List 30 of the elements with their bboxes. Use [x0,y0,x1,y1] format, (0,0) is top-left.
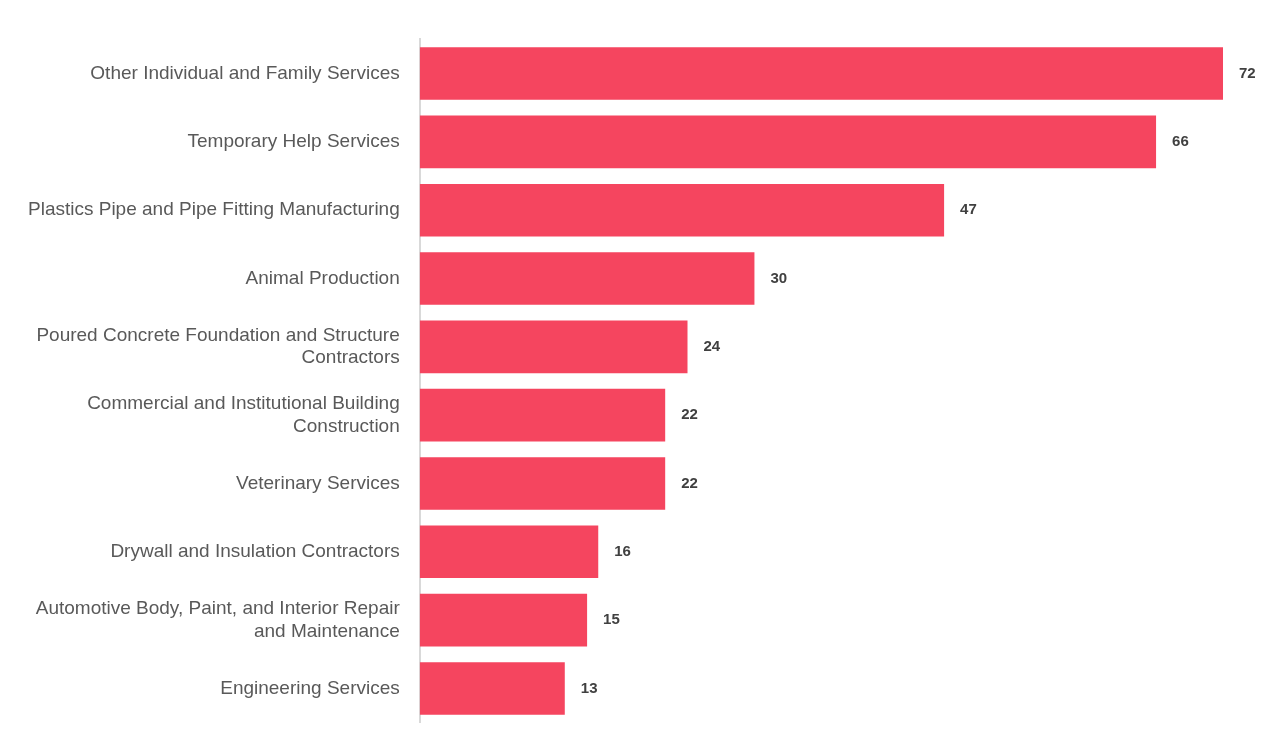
bar [419,593,588,647]
y-tick-label: Animal Production [245,266,400,288]
bar [419,47,1223,100]
y-tick-label: Veterinary Services [236,471,400,493]
y-tick-label: Engineering Services [220,676,400,698]
y-tick-label: Drywall and Insulation Contractors [110,540,400,562]
bar [419,457,666,510]
bar [419,662,565,715]
y-tick-label: Plastics Pipe and Pipe Fitting Manufacturing [27,198,400,220]
bar [419,252,755,305]
data-label: 47 [960,200,977,218]
data-label: 13 [580,678,598,696]
y-tick-label: Poured Concrete Foundation and Structure Contractors [36,323,400,368]
data-label: 24 [703,336,721,354]
bar [419,320,688,374]
y-tick-label: Commercial and Institutional Building Construction [87,391,400,436]
data-label: 16 [614,541,631,559]
data-label: 22 [681,473,698,491]
y-tick-label: Temporary Help Services [187,130,400,152]
data-label: 30 [770,268,788,286]
data-label: 15 [603,610,620,628]
y-tick-label: Automotive Body, Paint, and Interior Repair and Maintenance [35,596,401,641]
bar [419,183,945,237]
data-label: 72 [1239,63,1256,81]
y-tick-label: Other Individual and Family Services [90,61,400,83]
bar [419,525,599,579]
data-label: 66 [1172,132,1189,150]
data-label: 22 [681,405,698,423]
bar [419,388,666,442]
bar [419,115,1157,169]
